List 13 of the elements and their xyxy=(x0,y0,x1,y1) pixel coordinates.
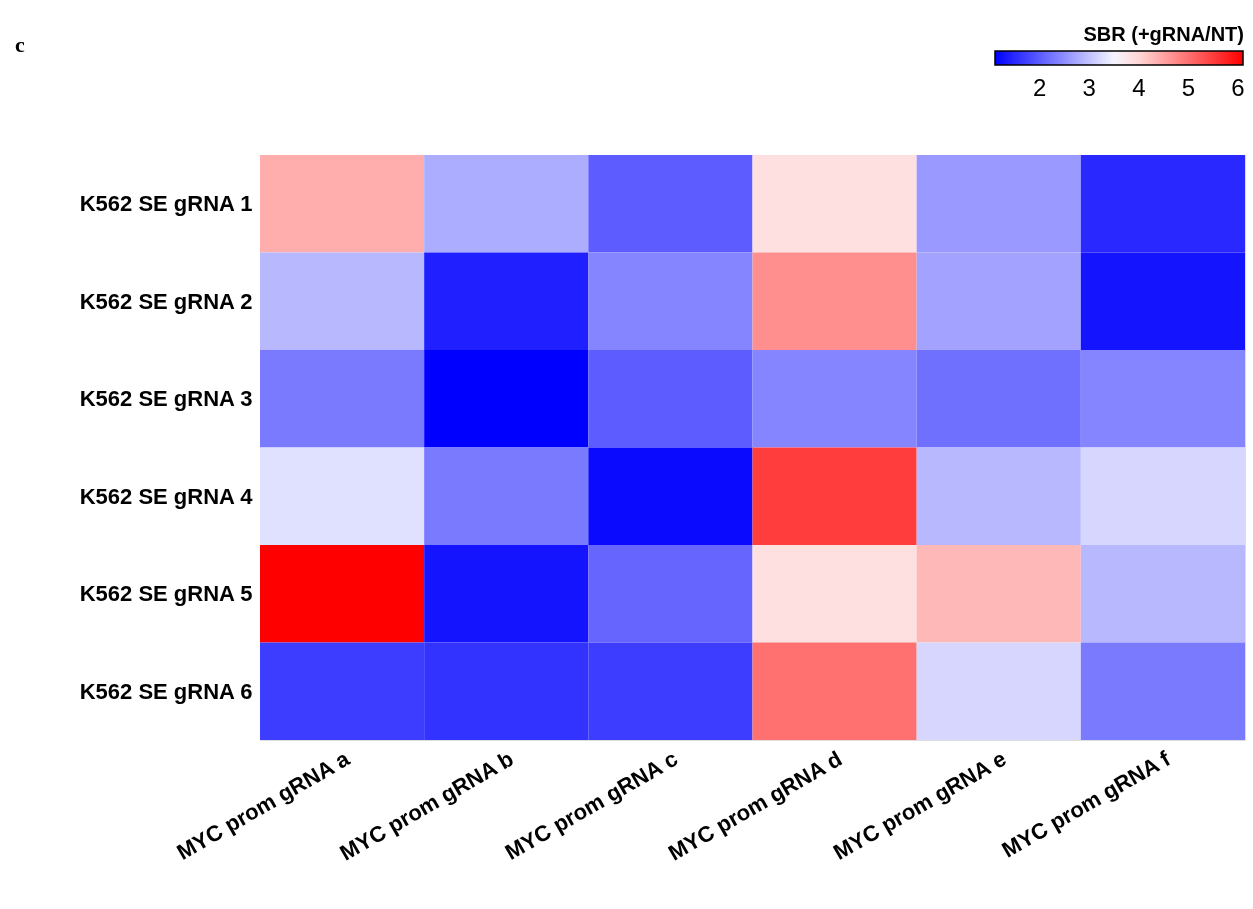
y-tick-label: K562 SE gRNA 1 xyxy=(79,191,253,217)
y-tick-label: K562 SE gRNA 4 xyxy=(79,483,254,509)
color-bar-label: 2 xyxy=(1032,74,1047,101)
color-bar-label: 3 xyxy=(1082,74,1096,101)
color-bar-label: 6 xyxy=(1231,74,1245,101)
y-tick-label: K562 SE gRNA 6 xyxy=(79,678,253,704)
y-tick-label: K562 SE gRNA 3 xyxy=(79,386,253,412)
y-tick-label: K562 SE gRNA 2 xyxy=(79,288,253,314)
text: c xyxy=(15,32,25,57)
color-bar-label: 5 xyxy=(1181,74,1196,101)
color-bar-title: SBR (+gRNA/NT) xyxy=(1083,23,1244,45)
color-bar-label: 4 xyxy=(1132,74,1146,101)
y-tick-label: K562 SE gRNA 5 xyxy=(79,581,253,607)
